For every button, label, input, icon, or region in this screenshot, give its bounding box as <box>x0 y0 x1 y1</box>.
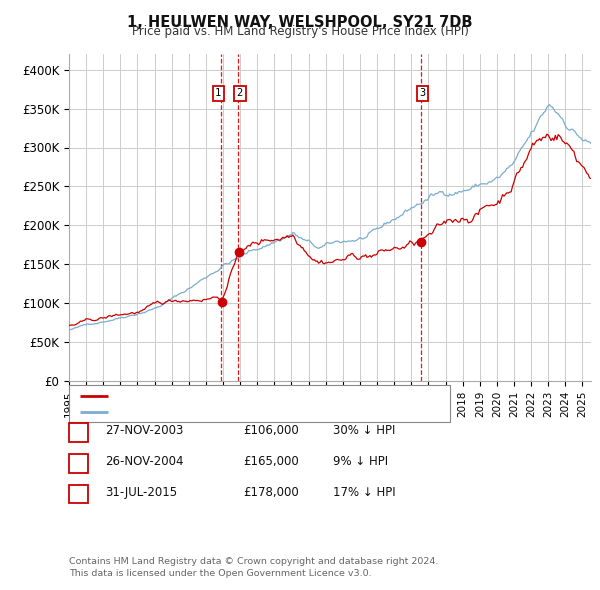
Text: 2: 2 <box>236 88 243 98</box>
Text: 27-NOV-2003: 27-NOV-2003 <box>105 424 184 437</box>
Text: 17% ↓ HPI: 17% ↓ HPI <box>333 486 395 499</box>
Text: £106,000: £106,000 <box>243 424 299 437</box>
Text: HPI: Average price, detached house, Powys: HPI: Average price, detached house, Powy… <box>114 407 350 417</box>
Text: 9% ↓ HPI: 9% ↓ HPI <box>333 455 388 468</box>
Text: 3: 3 <box>419 88 426 98</box>
Text: 1: 1 <box>75 424 82 437</box>
Text: 1, HEULWEN WAY, WELSHPOOL, SY21 7DB (detached house): 1, HEULWEN WAY, WELSHPOOL, SY21 7DB (det… <box>114 391 445 401</box>
Text: 30% ↓ HPI: 30% ↓ HPI <box>333 424 395 437</box>
Text: 26-NOV-2004: 26-NOV-2004 <box>105 455 184 468</box>
Text: Price paid vs. HM Land Registry's House Price Index (HPI): Price paid vs. HM Land Registry's House … <box>131 25 469 38</box>
Text: £178,000: £178,000 <box>243 486 299 499</box>
Text: This data is licensed under the Open Government Licence v3.0.: This data is licensed under the Open Gov… <box>69 569 371 578</box>
Text: £165,000: £165,000 <box>243 455 299 468</box>
Text: 1: 1 <box>215 88 221 98</box>
Text: 31-JUL-2015: 31-JUL-2015 <box>105 486 177 499</box>
Text: Contains HM Land Registry data © Crown copyright and database right 2024.: Contains HM Land Registry data © Crown c… <box>69 557 439 566</box>
Text: 3: 3 <box>75 486 82 499</box>
Text: 2: 2 <box>75 455 82 468</box>
Text: 1, HEULWEN WAY, WELSHPOOL, SY21 7DB: 1, HEULWEN WAY, WELSHPOOL, SY21 7DB <box>127 15 473 30</box>
